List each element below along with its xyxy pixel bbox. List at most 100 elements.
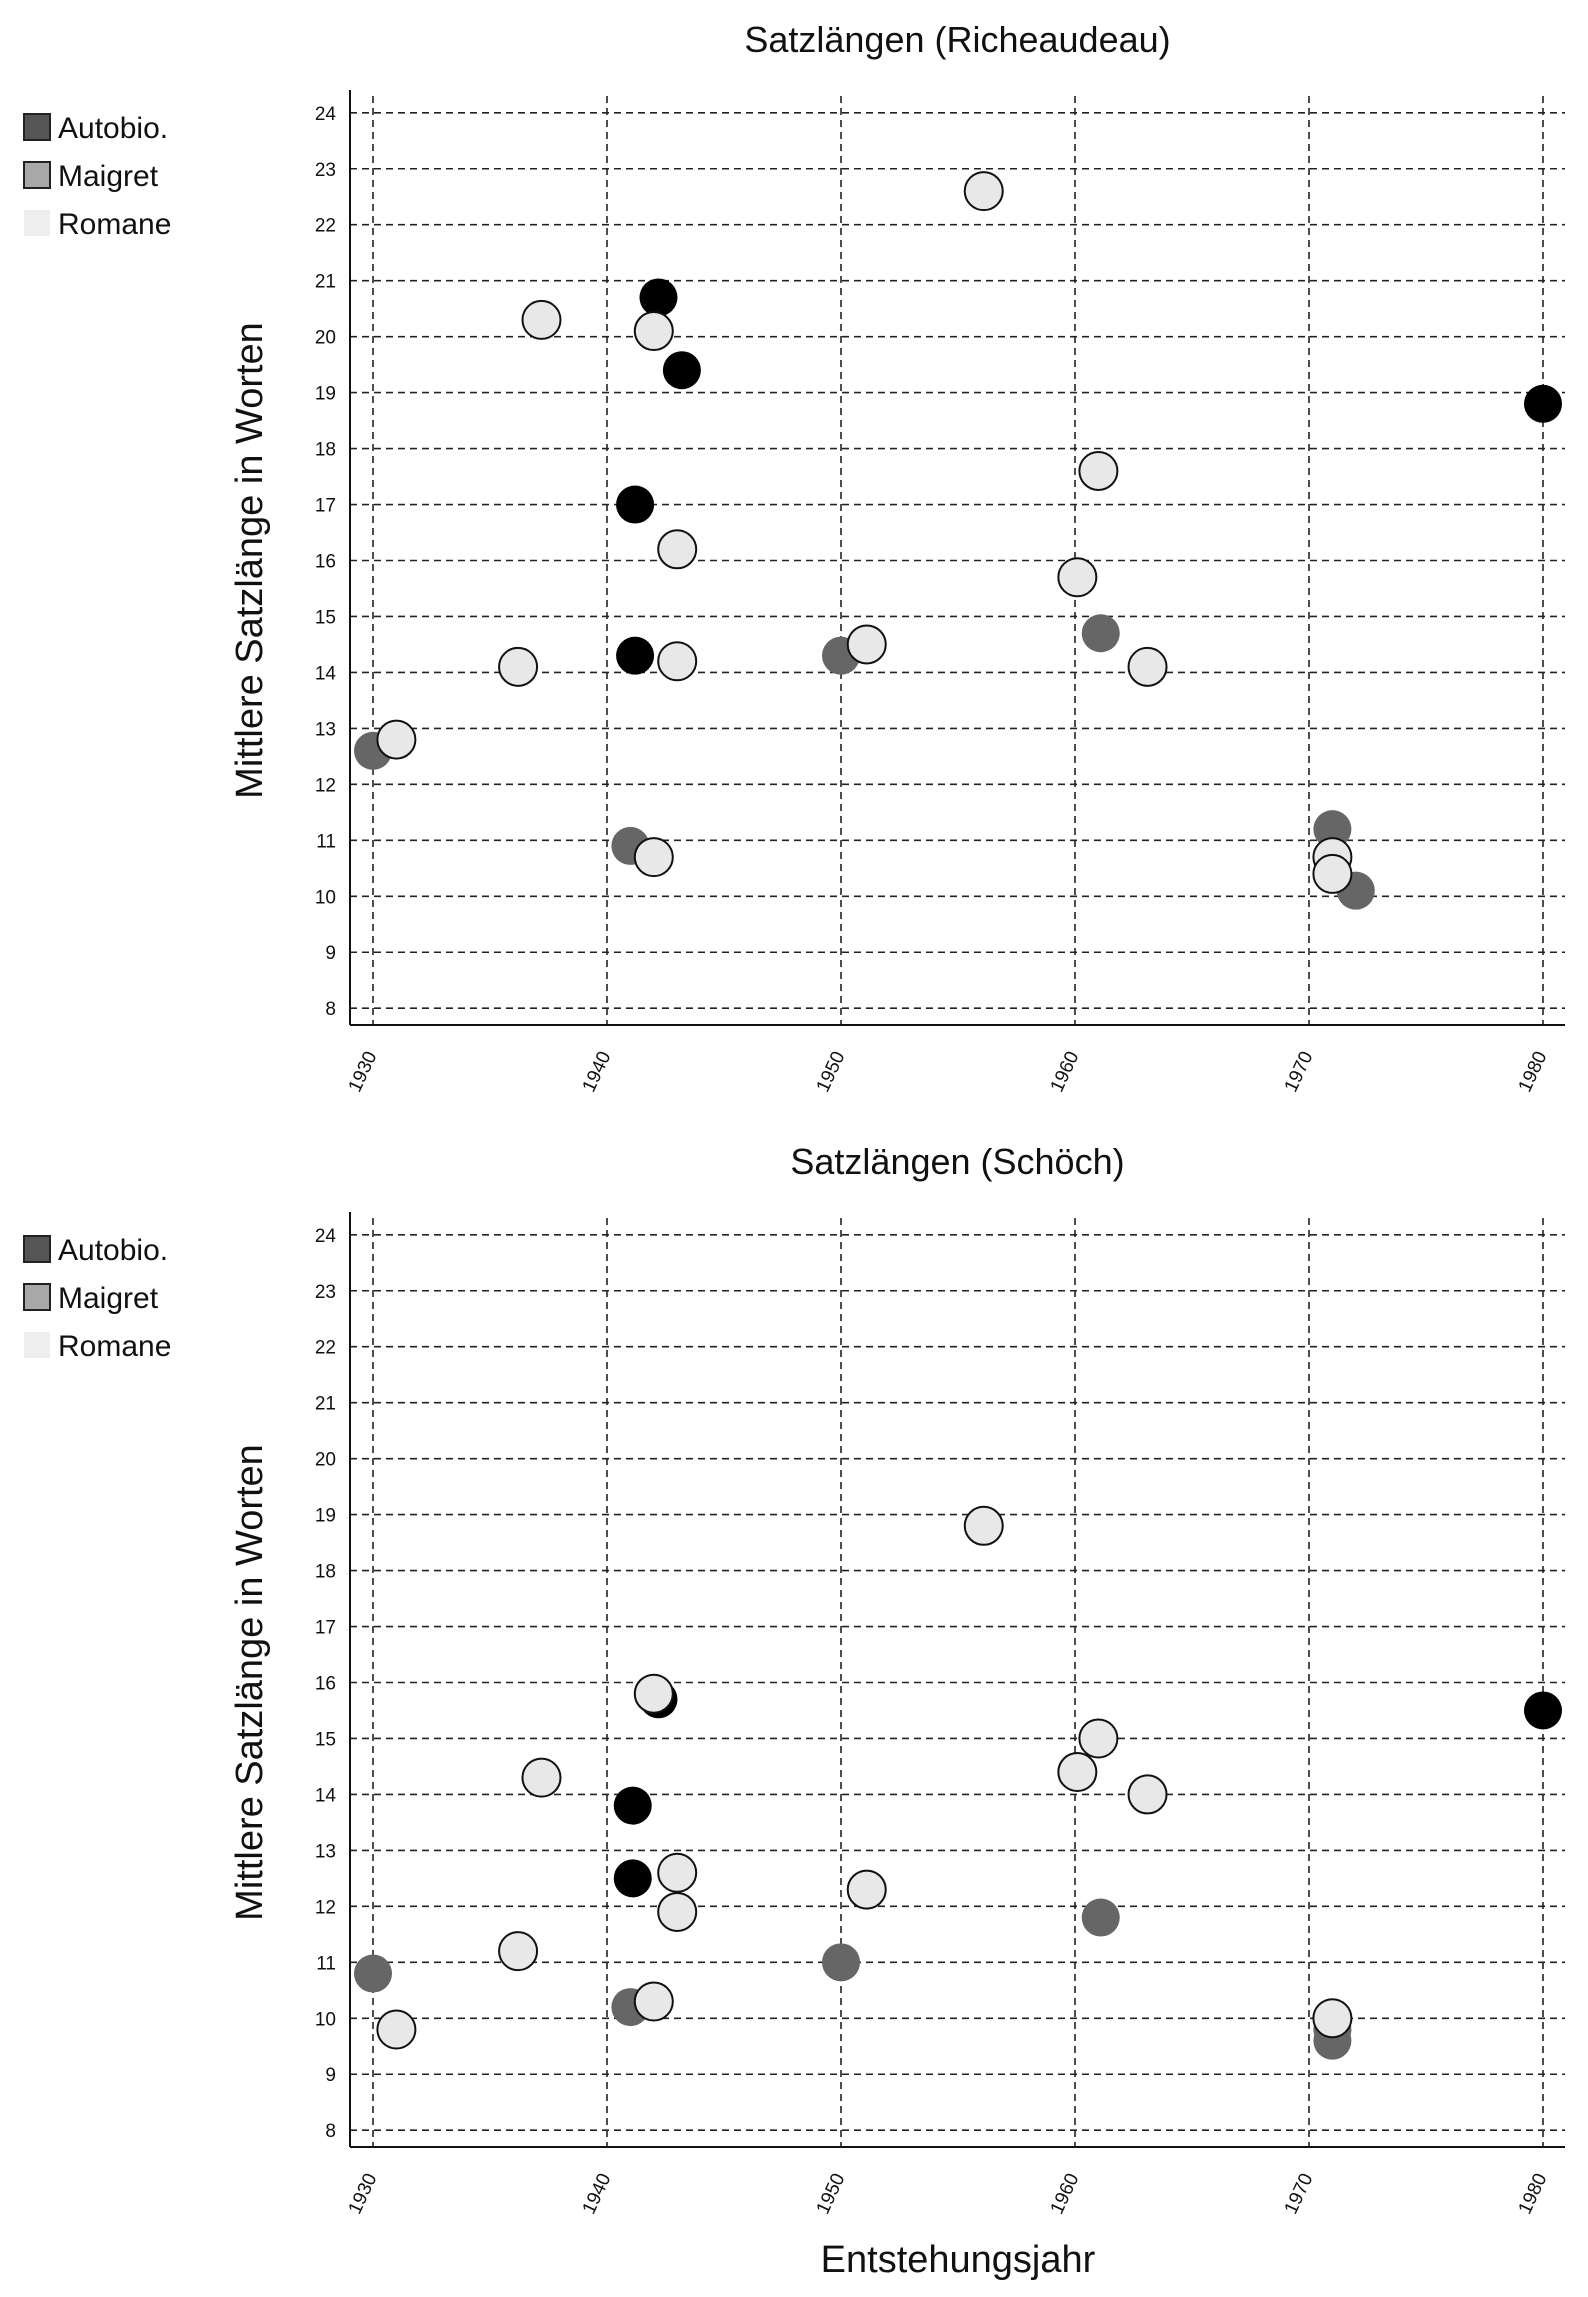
y-tick-label: 22: [315, 1338, 336, 1359]
legend-label: Romane: [58, 1330, 171, 1363]
y-tick-label: 13: [315, 1841, 336, 1862]
data-point-autobio: [613, 1786, 652, 1825]
legend-label: Autobio.: [58, 112, 168, 145]
legend-swatch: [24, 210, 50, 236]
y-tick-label: 23: [315, 1282, 336, 1303]
y-tick-label: 15: [315, 1729, 336, 1750]
legend-label: Maigret: [58, 160, 159, 193]
data-point-autobio: [616, 485, 655, 524]
y-tick-label: 18: [315, 1562, 336, 1583]
data-point-romane: [633, 837, 674, 878]
data-point-maigret: [1081, 614, 1120, 653]
data-point-romane: [1078, 450, 1119, 491]
data-point-romane: [1057, 1752, 1098, 1793]
data-point-autobio: [1524, 384, 1562, 423]
data-point-romane: [1127, 646, 1168, 687]
data-point-romane: [498, 646, 539, 687]
x-tick-label: 1970: [1281, 1048, 1318, 1095]
axes: [349, 90, 1565, 1026]
grid-lines: [350, 96, 1565, 1025]
grid-lines: [350, 1218, 1565, 2147]
x-tick-label: 1980: [1515, 2170, 1552, 2217]
y-tick-label: 12: [315, 775, 336, 796]
x-tick-label: 1970: [1281, 2170, 1318, 2217]
y-tick-label: 12: [315, 1897, 336, 1918]
y-tick-label: 17: [315, 1618, 336, 1639]
chart-title: Satzlängen (Richeaudeau): [744, 19, 1170, 60]
tick-labels: 8 9 10 11 12 13 14 15 16 17 18 19 20 21 22 23 24 1930 1940…: [315, 104, 1552, 1096]
tick-labels: 8 9 10 11 12 13 14 15 16 17 18 19 20 21 22 23 24 1930 1940…: [315, 1226, 1552, 2218]
legend-swatch: [23, 161, 51, 189]
data-point-romane: [963, 171, 1004, 212]
data-point-romane: [376, 719, 417, 760]
y-tick-label: 23: [315, 160, 336, 181]
y-tick-label: 11: [316, 1953, 336, 1974]
y-tick-label: 24: [315, 1226, 337, 1247]
data-point-romane: [498, 1931, 539, 1972]
data-point-romane: [1127, 1774, 1168, 1815]
legend-label: Romane: [58, 208, 171, 241]
y-tick-label: 8: [325, 999, 336, 1020]
data-point-romane: [376, 2009, 417, 2050]
y-tick-label: 24: [315, 104, 337, 125]
data-point-autobio: [1524, 1691, 1562, 1730]
legend: Autobio. Maigret Romane: [23, 1234, 171, 1363]
data-point-romane: [1057, 557, 1098, 598]
y-axis-label: Mittlere Satzlänge in Worten: [229, 1444, 271, 1921]
y-tick-label: 19: [315, 384, 336, 405]
x-axis-label: Entstehungsjahr: [821, 2239, 1096, 2281]
x-tick-label: 1960: [1047, 2170, 1084, 2217]
legend: Autobio. Maigret Romane: [23, 112, 171, 241]
data-point-romane: [846, 624, 887, 665]
y-tick-label: 21: [315, 272, 336, 293]
axes: [349, 1212, 1565, 2148]
chart-title: Satzlängen (Schöch): [790, 1141, 1124, 1182]
legend-swatch: [23, 1283, 51, 1311]
x-tick-label: 1930: [345, 2170, 382, 2217]
data-point-romane: [1078, 1718, 1119, 1759]
data-point-autobio: [616, 636, 655, 675]
data-point-romane: [846, 1869, 887, 1910]
data-point-romane: [963, 1505, 1004, 1546]
data-point-maigret: [1313, 810, 1352, 849]
data-point-romane: [521, 1757, 562, 1798]
y-tick-label: 14: [315, 663, 337, 684]
data-point-romane: [633, 1673, 674, 1714]
data-point-romane: [657, 1852, 698, 1893]
y-tick-label: 16: [315, 1674, 336, 1695]
y-axis-label: Mittlere Satzlänge in Worten: [229, 322, 271, 799]
y-tick-label: 22: [315, 216, 336, 237]
data-point-romane: [1312, 1998, 1353, 2039]
y-tick-label: 17: [315, 496, 336, 517]
data-point-autobio: [662, 351, 701, 390]
x-tick-label: 1940: [579, 1048, 616, 1095]
x-tick-label: 1940: [579, 2170, 616, 2217]
y-tick-label: 10: [315, 2009, 336, 2030]
data-point-romane: [633, 311, 674, 352]
data-point-romane: [657, 1891, 698, 1932]
data-point-romane: [521, 299, 562, 340]
legend-swatch: [23, 1235, 51, 1263]
data-points: [354, 171, 1562, 910]
chart-panel-schoech: Satzlängen (Schöch) Mittlere Satzlänge i…: [23, 1141, 1565, 2281]
x-tick-label: 1950: [813, 1048, 850, 1095]
y-tick-label: 15: [315, 607, 336, 628]
x-tick-label: 1950: [813, 2170, 850, 2217]
data-point-romane: [1312, 853, 1353, 894]
chart-panel-richeaudeau: Satzlängen (Richeaudeau) Mittlere Satzlä…: [23, 19, 1565, 1096]
data-point-autobio: [639, 278, 678, 317]
y-tick-label: 9: [325, 2065, 336, 2086]
x-tick-label: 1930: [345, 1048, 382, 1095]
data-point-maigret: [354, 1954, 392, 1993]
data-point-maigret: [822, 1943, 860, 1982]
y-tick-label: 14: [315, 1785, 337, 1806]
x-tick-label: 1980: [1515, 1048, 1552, 1095]
y-tick-label: 19: [315, 1506, 336, 1527]
data-point-romane: [633, 1981, 674, 2022]
y-tick-label: 21: [315, 1394, 336, 1415]
data-point-romane: [657, 529, 698, 570]
y-tick-label: 20: [315, 328, 336, 349]
y-tick-label: 20: [315, 1450, 336, 1471]
data-point-maigret: [1081, 1898, 1120, 1937]
